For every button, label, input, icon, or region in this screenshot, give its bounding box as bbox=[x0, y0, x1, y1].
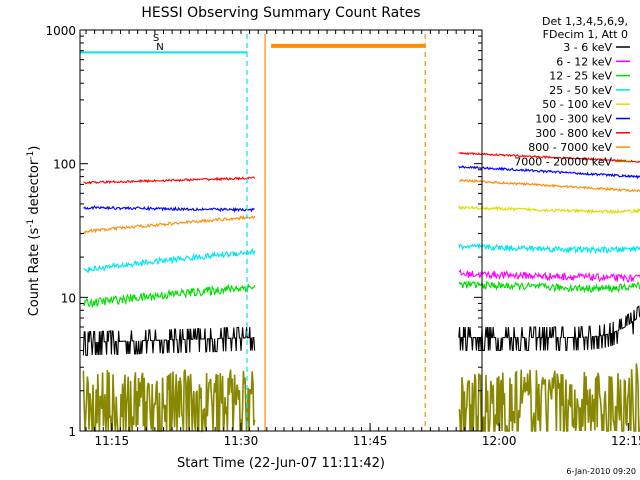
series-7-segment-1 bbox=[458, 178, 640, 193]
series-2-segment-0 bbox=[82, 283, 256, 309]
footer-date: 6-Jan-2010 09:20 bbox=[566, 467, 636, 476]
series-4-segment-0 bbox=[458, 205, 640, 215]
legend-entry-label: 100 - 300 keV bbox=[535, 113, 612, 126]
x-tick-label: 11:45 bbox=[353, 434, 388, 448]
legend-entry-label: 3 - 6 keV bbox=[563, 41, 612, 54]
x-tick-label: 11:15 bbox=[95, 434, 130, 448]
x-tick-label: 12:15 bbox=[611, 434, 640, 448]
series-8-segment-1 bbox=[458, 363, 640, 432]
legend-entry-label: 12 - 25 keV bbox=[549, 70, 612, 83]
series-7-segment-0 bbox=[83, 214, 256, 234]
legend-entry-label: 300 - 800 keV bbox=[535, 127, 612, 140]
series-5-segment-0 bbox=[83, 205, 255, 214]
x-tick-label: 11:30 bbox=[224, 434, 259, 448]
series-3-segment-0 bbox=[83, 247, 256, 274]
series-0-segment-0 bbox=[82, 326, 256, 356]
flag-n: N bbox=[156, 42, 163, 53]
series-6-segment-0 bbox=[83, 176, 256, 185]
series-5-segment-1 bbox=[458, 165, 640, 180]
flag-s: S bbox=[153, 33, 159, 44]
legend: Det 1,3,4,5,6,9, FDecim 1, Att 0 3 - 6 k… bbox=[514, 15, 630, 168]
y-axis-label-main: Count Rate (s bbox=[27, 228, 42, 317]
legend-header-line-2: FDecim 1, Att 0 bbox=[543, 28, 628, 41]
plot-area bbox=[80, 34, 640, 433]
y-tick-label: 10 bbox=[61, 291, 76, 305]
series-8-segment-0 bbox=[82, 369, 256, 433]
y-axis-label-mid: detector bbox=[27, 159, 42, 219]
y-axis-label-end: ) bbox=[27, 146, 42, 151]
plot-frame bbox=[79, 29, 483, 432]
legend-entry-label: 800 - 7000 keV bbox=[528, 141, 612, 154]
x-tick-label: 12:00 bbox=[482, 434, 517, 448]
y-tick-label: 1 bbox=[68, 425, 76, 439]
series-1-segment-0 bbox=[458, 269, 640, 283]
series-0-segment-1 bbox=[458, 305, 640, 352]
legend-entry-label: 50 - 100 keV bbox=[542, 98, 612, 111]
y-axis-label: Count Rate (s-1 detector-1) bbox=[26, 146, 42, 317]
series-6-segment-1 bbox=[458, 151, 640, 163]
legend-entry-label: 7000 - 20000 keV bbox=[514, 155, 612, 168]
y-tick-label: 100 bbox=[53, 158, 76, 172]
chart-title: HESSI Observing Summary Count Rates bbox=[141, 5, 420, 21]
y-axis: 1 10 100 1000 bbox=[45, 24, 482, 439]
legend-entry-label: 25 - 50 keV bbox=[549, 84, 612, 97]
legend-header-line-1: Det 1,3,4,5,6,9, bbox=[542, 15, 628, 28]
legend-entry-label: 6 - 12 keV bbox=[556, 55, 612, 68]
y-axis-label-sup2: -1 bbox=[26, 151, 36, 160]
y-axis-label-sup1: -1 bbox=[26, 219, 36, 228]
x-axis-label: Start Time (22-Jun-07 11:11:42) bbox=[177, 456, 385, 471]
y-tick-label: 1000 bbox=[45, 24, 76, 38]
series-2-segment-1 bbox=[458, 280, 640, 294]
series-3-segment-1 bbox=[458, 242, 640, 255]
